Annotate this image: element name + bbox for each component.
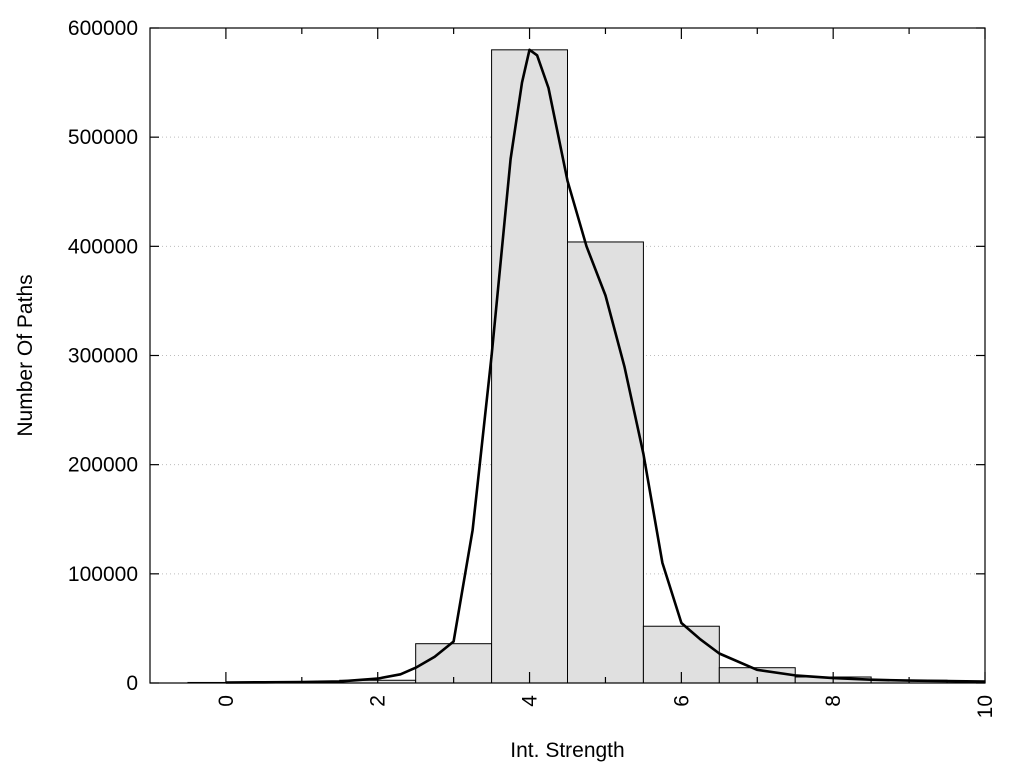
fit-curve <box>225 48 986 684</box>
y-tick-label: 300000 <box>68 345 138 368</box>
y-axis-ticks: 0 100000 200000 300000 400000 500000 600000 <box>68 17 985 695</box>
bar <box>491 49 568 684</box>
y-tick-label: 400000 <box>68 235 138 258</box>
y-tick-label: 200000 <box>68 454 138 477</box>
x-tick-label: 4 <box>519 695 542 707</box>
bar <box>567 241 644 684</box>
y-tick-label: 0 <box>126 672 138 695</box>
x-tick-label: 2 <box>367 695 390 707</box>
y-tick-label: 100000 <box>68 563 138 586</box>
bar <box>415 643 493 684</box>
fit-curve-line <box>225 48 986 684</box>
x-tick-label: 0 <box>215 695 238 707</box>
y-tick-label: 600000 <box>68 17 138 40</box>
bars <box>187 49 986 684</box>
x-axis-label: Int. Strength <box>510 739 624 762</box>
x-tick-label: 10 <box>974 695 997 718</box>
x-axis-ticks: 0 2 4 6 8 10 <box>215 28 997 718</box>
y-tick-label: 500000 <box>68 126 138 149</box>
y-axis-label: Number Of Paths <box>14 274 37 436</box>
x-tick-label: 8 <box>822 695 845 707</box>
x-tick-label: 6 <box>670 695 693 707</box>
